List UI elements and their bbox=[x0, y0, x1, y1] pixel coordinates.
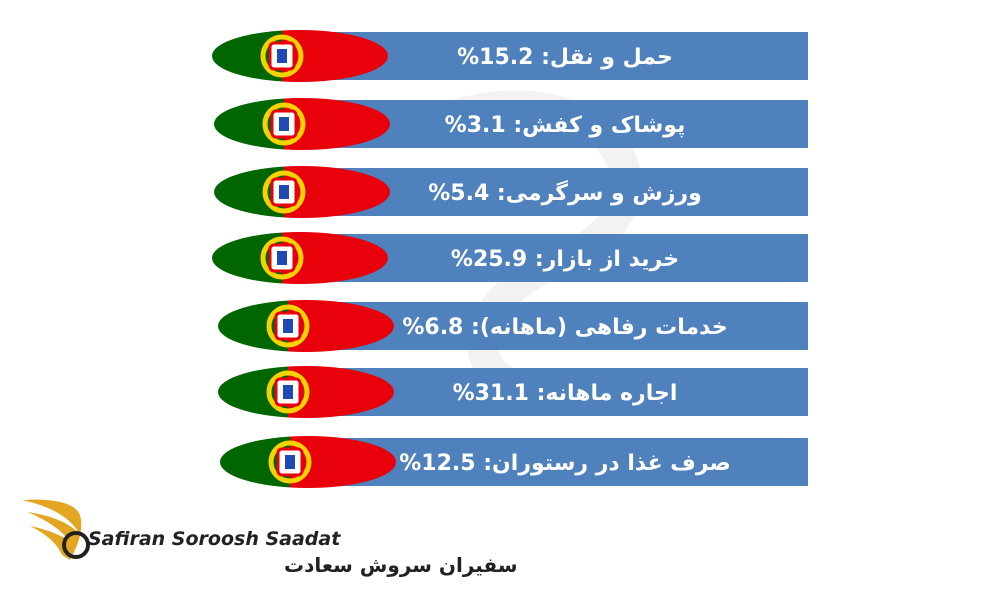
row-label: ورزش و سرگرمی: 5.4% bbox=[428, 179, 702, 206]
row-label: خدمات رفاهی (ماهانه): 6.8% bbox=[402, 315, 727, 340]
row-label: صرف غذا در رستوران: 12.5% bbox=[399, 451, 731, 476]
row: خرید از بازار: 25.9% bbox=[212, 232, 808, 284]
flag-shield-blue bbox=[285, 455, 295, 469]
row-label: اجاره ماهانه: 31.1% bbox=[453, 381, 678, 406]
flag-sphere bbox=[266, 304, 310, 348]
flag-shield-blue bbox=[279, 185, 289, 199]
row-label: حمل و نقل: 15.2% bbox=[457, 45, 673, 70]
flag-sphere bbox=[262, 102, 306, 146]
logo: Safiran Soroosh Saadat سفیران سروش سعادت bbox=[22, 499, 518, 577]
flag-sphere bbox=[260, 34, 304, 78]
row: حمل و نقل: 15.2% bbox=[212, 30, 808, 82]
flag-sphere bbox=[266, 370, 310, 414]
logo-latin: Safiran Soroosh Saadat bbox=[88, 528, 341, 550]
flag-shield-blue bbox=[277, 251, 287, 265]
row: ورزش و سرگرمی: 5.4% bbox=[214, 166, 808, 218]
logo-persian: سفیران سروش سعادت bbox=[284, 553, 518, 577]
row-label: خرید از بازار: 25.9% bbox=[451, 247, 679, 272]
flag bbox=[214, 166, 390, 218]
flag-sphere bbox=[262, 170, 306, 214]
logo-wings bbox=[22, 499, 82, 560]
row-label: پوشاک و کفش: 3.1% bbox=[445, 113, 686, 138]
row: اجاره ماهانه: 31.1% bbox=[218, 366, 808, 418]
flag-shield-blue bbox=[279, 117, 289, 131]
flag-shield-blue bbox=[283, 319, 293, 333]
flag-shield-blue bbox=[277, 49, 287, 63]
logo-swirl bbox=[62, 531, 90, 559]
flag-sphere bbox=[260, 236, 304, 280]
row: پوشاک و کفش: 3.1% bbox=[214, 98, 808, 150]
row: خدمات رفاهی (ماهانه): 6.8% bbox=[218, 300, 808, 352]
row: صرف غذا در رستوران: 12.5% bbox=[220, 436, 808, 488]
flag-shield-blue bbox=[283, 385, 293, 399]
rows: حمل و نقل: 15.2% پوشاک و کفش: 3.1% ورزش و … bbox=[212, 30, 808, 488]
flag-sphere bbox=[268, 440, 312, 484]
